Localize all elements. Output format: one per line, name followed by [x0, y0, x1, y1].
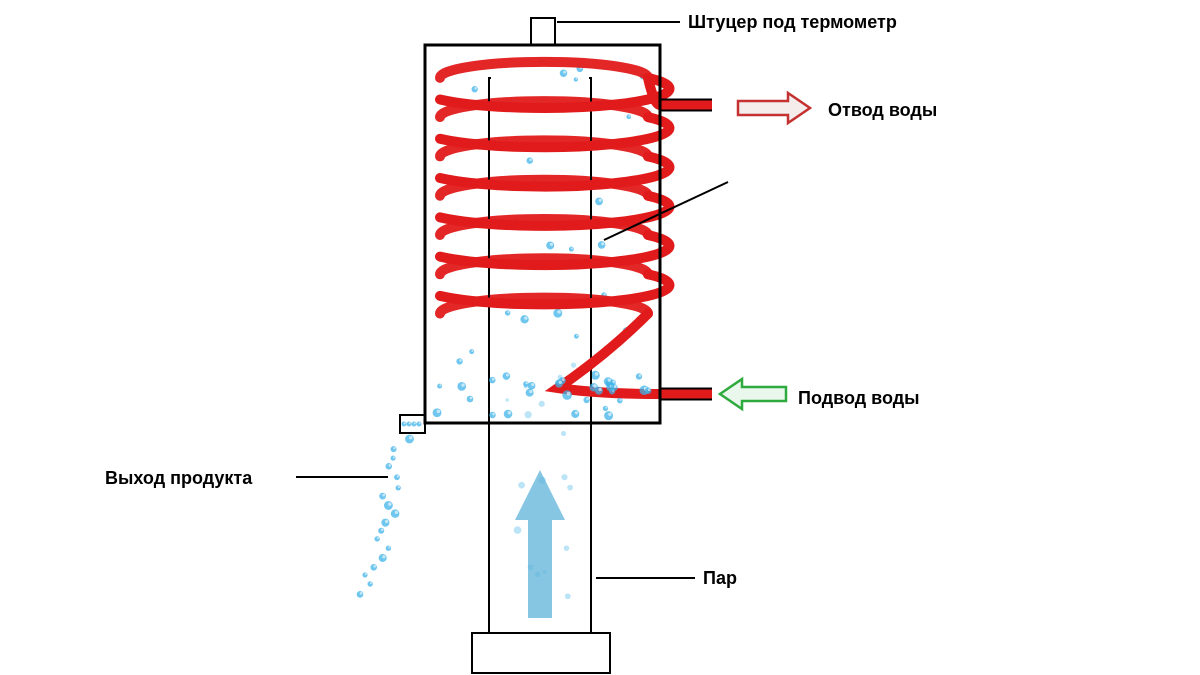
label-steam: Пар	[703, 568, 737, 589]
condenser-diagram	[0, 0, 1200, 675]
label-water-in: Подвод воды	[798, 388, 920, 409]
label-product: Выход продукта	[105, 468, 252, 489]
label-thermometer: Штуцер под термометр	[688, 12, 897, 33]
label-water-out: Отвод воды	[828, 100, 937, 121]
